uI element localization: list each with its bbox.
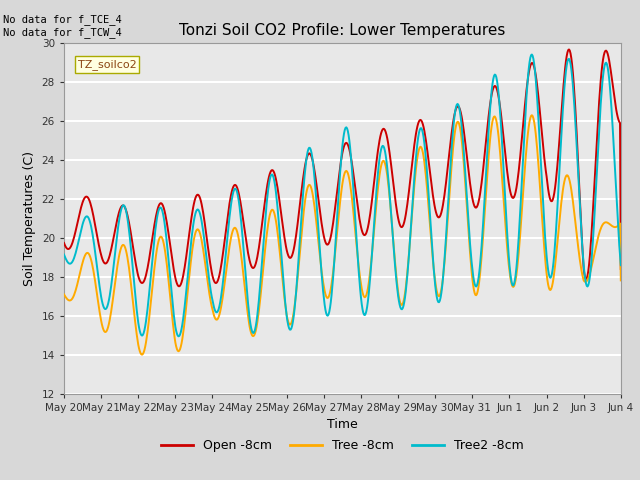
Legend: Open -8cm, Tree -8cm, Tree2 -8cm: Open -8cm, Tree -8cm, Tree2 -8cm [156,434,529,457]
Title: Tonzi Soil CO2 Profile: Lower Temperatures: Tonzi Soil CO2 Profile: Lower Temperatur… [179,23,506,38]
Text: TZ_soilco2: TZ_soilco2 [78,59,137,70]
Y-axis label: Soil Temperatures (C): Soil Temperatures (C) [23,151,36,286]
X-axis label: Time: Time [327,418,358,431]
Text: No data for f_TCE_4
No data for f_TCW_4: No data for f_TCE_4 No data for f_TCW_4 [3,14,122,38]
